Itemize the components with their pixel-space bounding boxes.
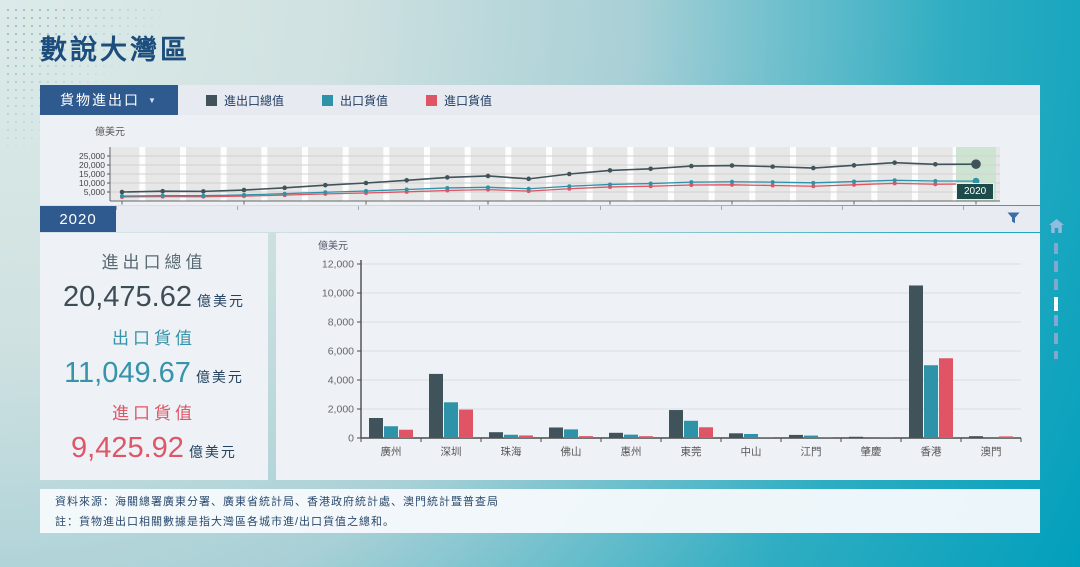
svg-text:惠州: 惠州 [621,445,642,458]
chevron-down-icon: ▼ [148,95,158,105]
svg-text:深圳: 深圳 [441,446,462,458]
year-filter-row: 2020 [40,206,1040,232]
stats-panel: 進出口總值 20,475.62 億美元 出口貨值 11,049.67 億美元 進口貨… [40,233,268,480]
stat-import-amount: 9,425.92 [71,431,184,464]
svg-text:佛山: 佛山 [561,445,582,458]
city-bar-chart-panel: 億美元 0 2,000 4,000 6,000 8,000 10,000 12,000 廣州 深圳… [276,233,1040,480]
svg-text:15,000: 15,000 [79,169,105,179]
svg-text:江門: 江門 [801,446,822,458]
category-dropdown[interactable]: 貨物進出口 ▼ [40,85,178,115]
footnotes: 資料來源：海關總署廣東分署、廣東省統計局、香港政府統計處、澳門統計暨普查局 註：… [40,489,1040,533]
stat-total-trade: 進出口總值 20,475.62 億美元 [40,248,268,314]
legend-swatch-import [426,94,438,106]
chart-legend: 進出口總值 出口貨值 進口貨值 [178,85,1040,115]
category-dropdown-label: 貨物進出口 [60,92,141,108]
svg-text:25,000: 25,000 [79,151,105,161]
svg-text:4,000: 4,000 [328,375,354,387]
page-title: 數說大灣區 [40,35,190,65]
stat-export-amount: 11,049.67 [64,356,191,389]
svg-text:香港: 香港 [921,446,942,458]
svg-text:澳門: 澳門 [981,445,1002,458]
svg-text:10,000: 10,000 [79,178,105,188]
svg-text:肇慶: 肇慶 [861,445,882,458]
city-bar-chart: 億美元 0 2,000 4,000 6,000 8,000 10,000 12,000 廣州 深圳… [318,239,1022,458]
svg-text:0: 0 [348,433,354,445]
home-icon[interactable] [1048,219,1064,233]
stat-import-unit: 億美元 [188,443,237,460]
svg-text:億美元: 億美元 [318,239,348,252]
stat-total-trade-unit: 億美元 [197,293,245,310]
legend-item-export[interactable]: 出口貨值 [322,92,388,109]
filter-icon[interactable] [1007,212,1020,224]
svg-text:中山: 中山 [741,445,762,458]
legend-item-total[interactable]: 進出口總值 [206,92,284,109]
legend-item-import[interactable]: 進口貨值 [426,92,492,109]
section-progress-track[interactable] [1054,243,1058,359]
svg-text:億美元: 億美元 [95,125,125,138]
svg-text:10,000: 10,000 [322,288,354,300]
legend-label-total: 進出口總值 [224,93,285,108]
svg-text:12,000: 12,000 [322,259,354,271]
legend-swatch-export [322,94,334,106]
timeline-panel: 億美元 5,000 10,000 15,000 20,000 25,000 2020 [40,115,1040,205]
svg-text:廣州: 廣州 [381,445,402,458]
selected-year-badge: 2020 [40,206,116,232]
svg-text:東莞: 東莞 [681,445,702,458]
svg-text:珠海: 珠海 [501,445,522,458]
legend-label-import: 進口貨值 [444,93,493,108]
stat-total-trade-value: 20,475.62 [62,281,192,314]
legend-label-export: 出口貨值 [340,93,389,108]
stat-import-label: 進口貨值 [112,403,196,423]
side-nav [1047,219,1065,359]
svg-text:2,000: 2,000 [328,404,354,416]
legend-swatch-total [206,94,217,106]
stat-export-value: 出口貨值 11,049.67 億美元 [40,324,268,390]
data-source-note: 資料來源：海關總署廣東分署、廣東省統計局、香港政府統計處、澳門統計暨普查局 [55,496,499,508]
active-section-marker [1054,297,1058,311]
definition-note: 註：貨物進出口相關數據是指大灣區各城市進/出口貨值之總和。 [55,516,396,528]
header-row: 貨物進出口 ▼ 進出口總值 出口貨值 進口貨值 [40,85,1040,115]
stat-total-trade-label: 進出口總值 [101,253,207,273]
year-slider-track[interactable] [116,206,1040,232]
stat-import-value: 進口貨值 9,425.92 億美元 [40,399,268,465]
svg-text:5,000: 5,000 [84,187,106,197]
stat-export-unit: 億美元 [195,368,244,385]
svg-text:6,000: 6,000 [328,346,354,358]
svg-text:20,000: 20,000 [79,160,105,170]
svg-text:8,000: 8,000 [328,317,354,329]
stat-export-label: 出口貨值 [112,328,196,348]
selected-year-tooltip: 2020 [956,183,995,200]
